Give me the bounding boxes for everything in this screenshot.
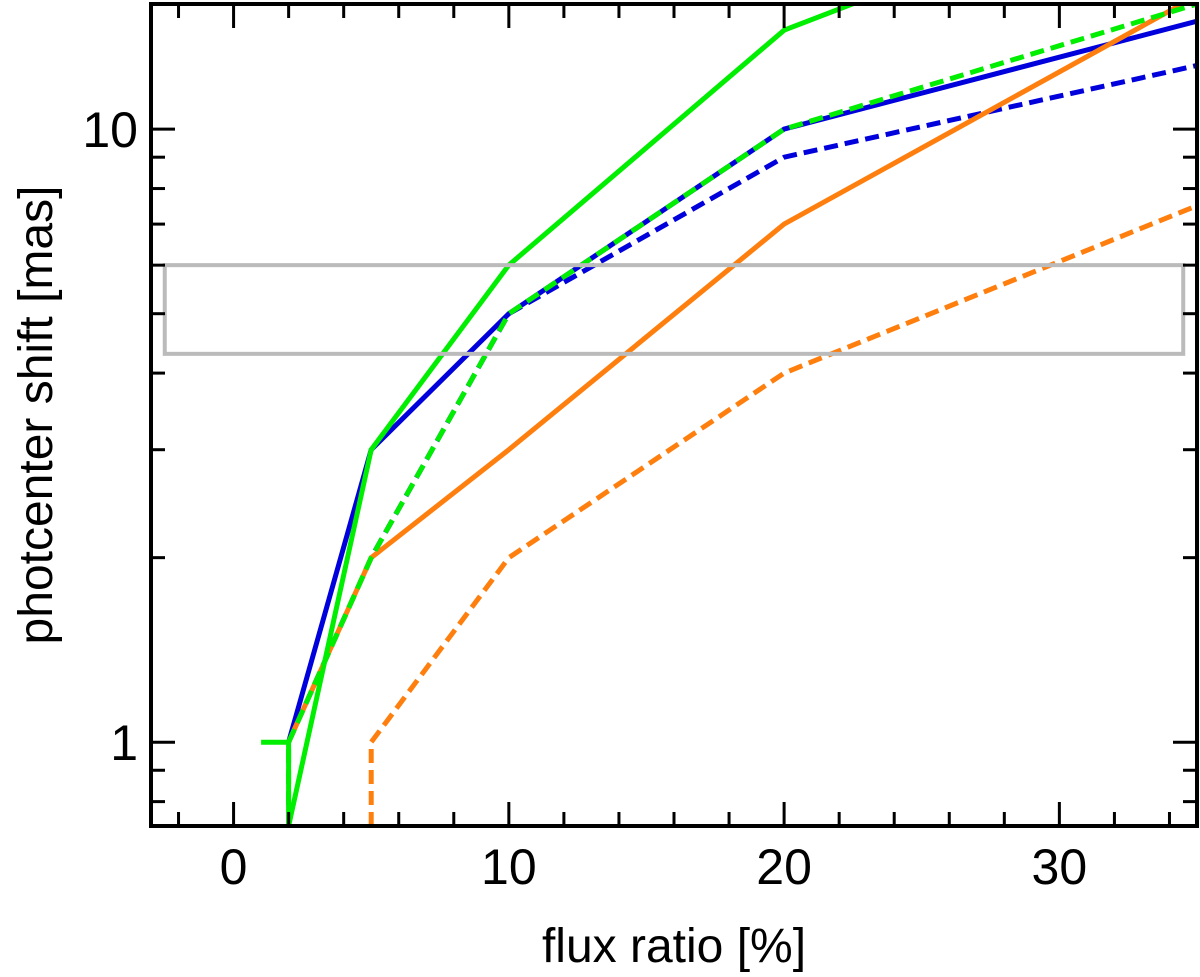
series-line-3 xyxy=(368,203,1197,826)
series-line-5 xyxy=(286,4,1197,826)
x-tick-label: 20 xyxy=(756,839,812,895)
x-tick-label: 30 xyxy=(1032,839,1088,895)
ticks-layer: 0 10 20 30 1 10 xyxy=(82,4,1197,895)
highlight-box xyxy=(162,263,1186,356)
series-line-4 xyxy=(261,4,860,826)
series-line-1 xyxy=(286,63,1197,744)
y-tick-label: 10 xyxy=(82,102,138,158)
x-axis-title: flux ratio [%] xyxy=(542,920,806,973)
y-tick-label: 1 xyxy=(110,715,138,771)
x-tick-label: 0 xyxy=(220,839,248,895)
annotation-layer xyxy=(162,263,1186,356)
y-axis-title: photcenter shift [mas] xyxy=(10,186,63,645)
series-line-0 xyxy=(286,18,1197,743)
x-tick-label: 10 xyxy=(481,839,537,895)
series-layer xyxy=(261,4,1197,826)
series-line-2 xyxy=(286,4,1188,744)
